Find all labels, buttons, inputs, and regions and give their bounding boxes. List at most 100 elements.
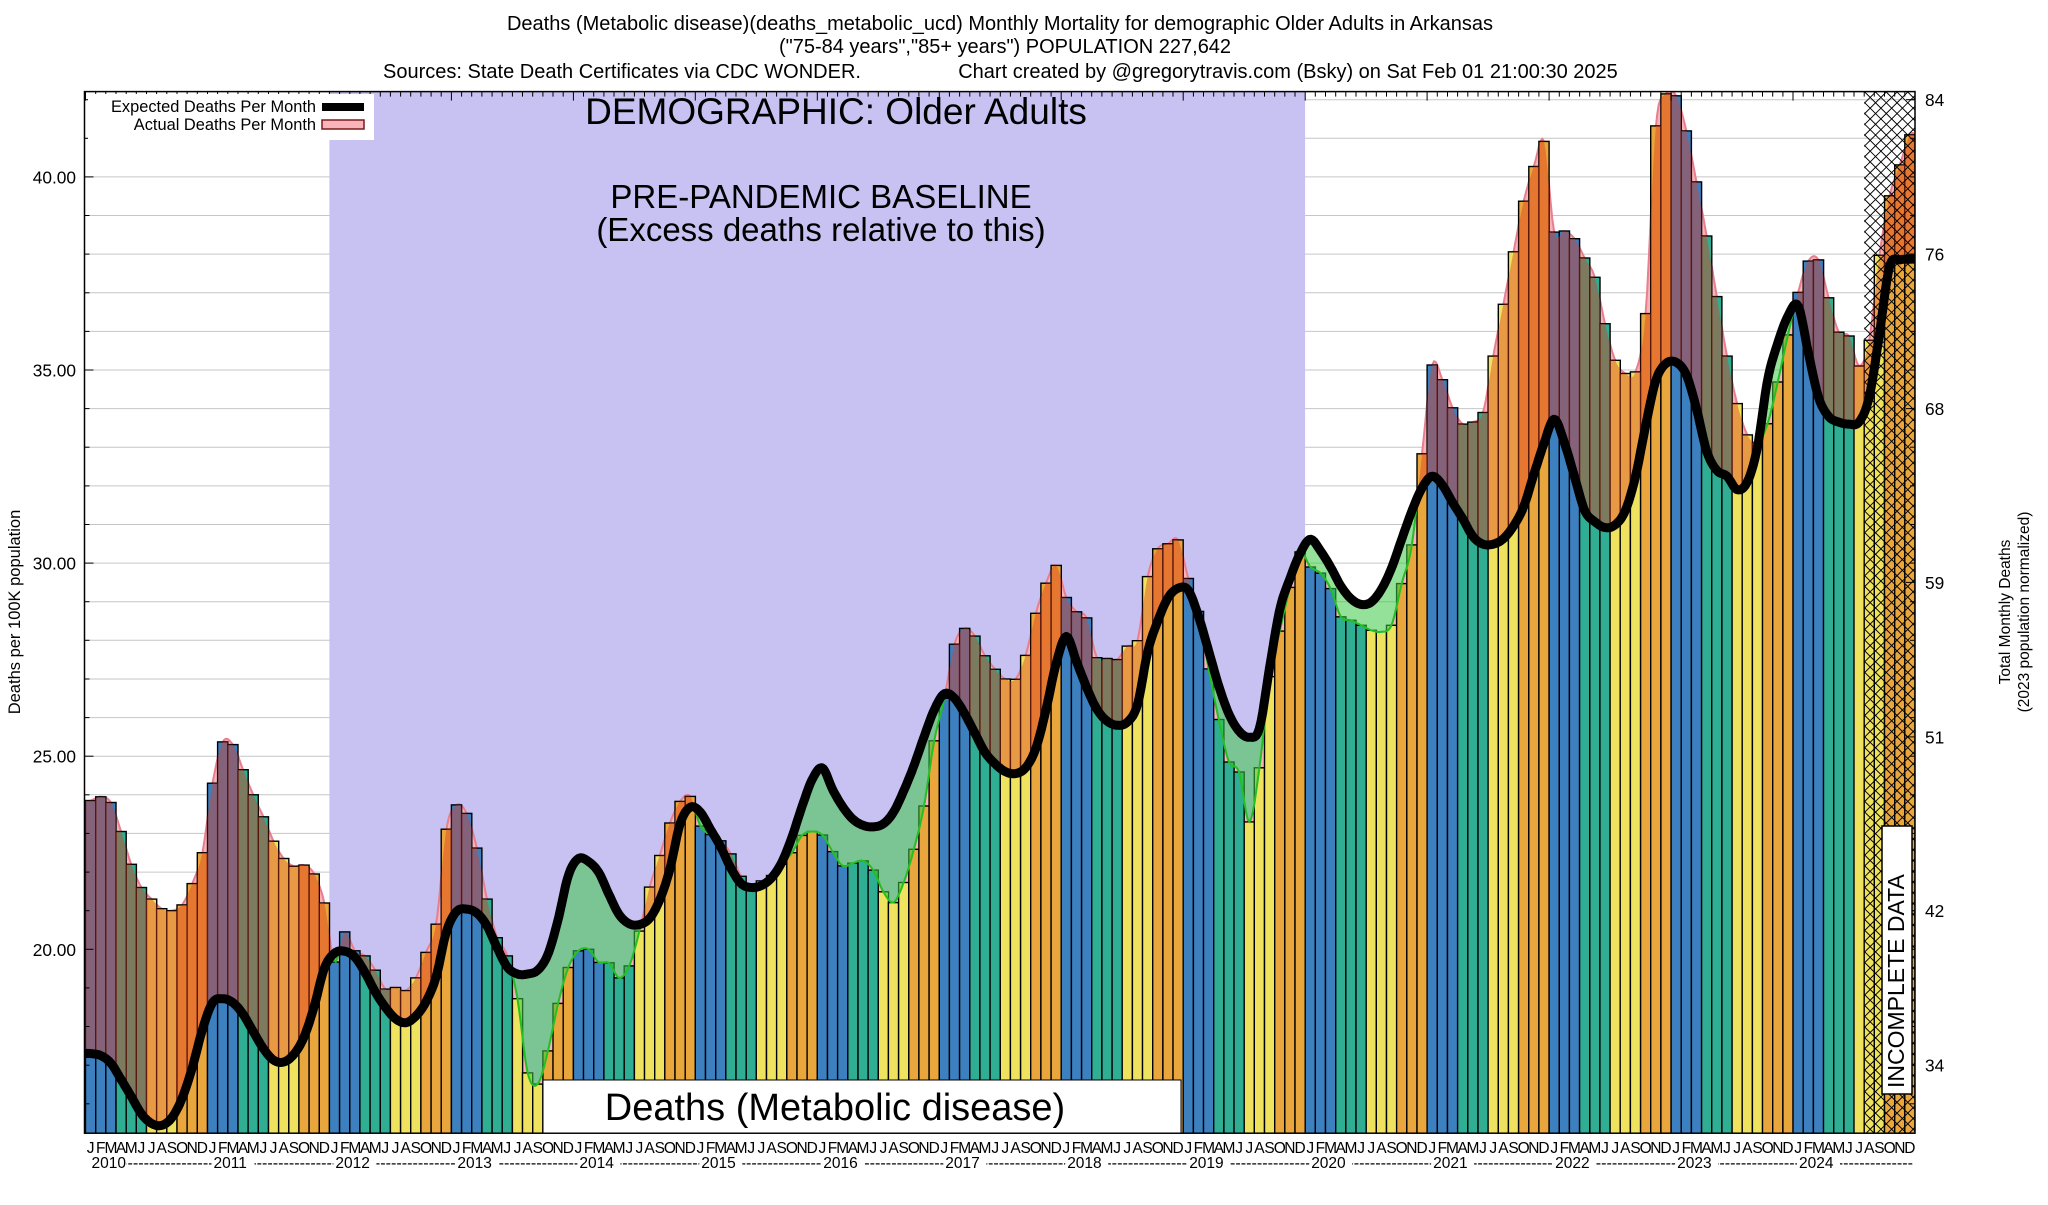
svg-text:F: F [1682, 1140, 1691, 1157]
svg-text:J: J [575, 1140, 583, 1157]
svg-text:2011: 2011 [214, 1155, 247, 1172]
svg-text:J: J [1184, 1140, 1192, 1157]
svg-text:M: M [1222, 1140, 1235, 1157]
svg-text:A: A [1254, 1140, 1265, 1157]
svg-text:A: A [238, 1140, 249, 1157]
svg-text:34: 34 [1925, 1056, 1945, 1076]
svg-text:J: J [1123, 1140, 1131, 1157]
svg-text:76: 76 [1925, 245, 1944, 265]
svg-text:("75-84 years","85+ years") PO: ("75-84 years","85+ years") POPULATION 2… [779, 36, 1231, 58]
svg-text:M: M [1710, 1140, 1723, 1157]
svg-text:A: A [279, 1140, 290, 1157]
svg-text:S: S [899, 1140, 909, 1157]
svg-text:D: D [1782, 1140, 1793, 1157]
svg-text:S: S [1752, 1140, 1762, 1157]
svg-text:2021: 2021 [1433, 1155, 1467, 1172]
svg-text:N: N [796, 1140, 807, 1157]
svg-text:Actual Deaths Per Month: Actual Deaths Per Month [134, 116, 316, 134]
svg-text:O: O [176, 1140, 188, 1157]
svg-text:J: J [636, 1140, 644, 1157]
svg-text:N: N [1040, 1140, 1051, 1157]
svg-text:M: M [1466, 1140, 1479, 1157]
svg-text:F: F [96, 1140, 105, 1157]
svg-text:M: M [1446, 1140, 1459, 1157]
svg-text:O: O [786, 1140, 798, 1157]
svg-text:J: J [1601, 1140, 1609, 1157]
svg-text:A: A [644, 1140, 655, 1157]
svg-text:M: M [714, 1140, 727, 1157]
svg-text:D: D [1660, 1140, 1671, 1157]
svg-text:(2023 population normalized): (2023 population normalized) [2016, 512, 2033, 713]
svg-text:O: O [1884, 1140, 1896, 1157]
svg-text:J: J [209, 1140, 217, 1157]
svg-text:J: J [1550, 1140, 1558, 1157]
svg-text:Sources: State Death Certifica: Sources: State Death Certificates via CD… [383, 61, 861, 83]
svg-text:J: J [1062, 1140, 1070, 1157]
svg-text:Expected Deaths Per Month: Expected Deaths Per Month [111, 98, 316, 116]
svg-text:S: S [1386, 1140, 1396, 1157]
svg-text:O: O [420, 1140, 432, 1157]
svg-text:A: A [482, 1140, 493, 1157]
svg-text:J: J [1245, 1140, 1253, 1157]
svg-text:J: J [1672, 1140, 1680, 1157]
svg-text:D: D [197, 1140, 208, 1157]
svg-text:A: A [157, 1140, 168, 1157]
svg-text:N: N [918, 1140, 929, 1157]
svg-text:J: J [880, 1140, 888, 1157]
svg-text:J: J [1235, 1140, 1243, 1157]
svg-text:51: 51 [1925, 727, 1944, 747]
svg-text:O: O [542, 1140, 554, 1157]
svg-text:F: F [218, 1140, 227, 1157]
svg-text:J: J [758, 1140, 766, 1157]
svg-text:O: O [664, 1140, 676, 1157]
svg-text:F: F [828, 1140, 837, 1157]
svg-text:M: M [836, 1140, 849, 1157]
svg-text:Deaths (Metabolic disease)(dea: Deaths (Metabolic disease)(deaths_metabo… [507, 13, 1493, 35]
svg-text:42: 42 [1925, 901, 1944, 921]
svg-text:2016: 2016 [823, 1155, 857, 1172]
svg-text:A: A [1458, 1140, 1469, 1157]
svg-text:A: A [1132, 1140, 1143, 1157]
svg-text:S: S [1630, 1140, 1640, 1157]
svg-text:A: A [1823, 1140, 1834, 1157]
svg-text:A: A [604, 1140, 615, 1157]
svg-text:O: O [298, 1140, 310, 1157]
svg-text:O: O [1640, 1140, 1652, 1157]
svg-text:S: S [1021, 1140, 1031, 1157]
svg-text:M: M [1812, 1140, 1825, 1157]
svg-text:2022: 2022 [1555, 1155, 1589, 1172]
svg-text:S: S [1874, 1140, 1884, 1157]
svg-text:S: S [1264, 1140, 1274, 1157]
svg-text:J: J [625, 1140, 633, 1157]
svg-text:N: N [309, 1140, 320, 1157]
svg-text:M: M [1324, 1140, 1337, 1157]
svg-text:2024: 2024 [1799, 1155, 1834, 1172]
svg-text:F: F [584, 1140, 593, 1157]
svg-text:D: D [1904, 1140, 1915, 1157]
svg-text:J: J [392, 1140, 400, 1157]
svg-text:F: F [1072, 1140, 1081, 1157]
svg-text:N: N [1406, 1140, 1417, 1157]
svg-text:2019: 2019 [1189, 1155, 1223, 1172]
svg-text:M: M [857, 1140, 870, 1157]
svg-text:M: M [491, 1140, 504, 1157]
svg-text:S: S [289, 1140, 299, 1157]
svg-text:D: D [563, 1140, 574, 1157]
svg-text:M: M [1832, 1140, 1845, 1157]
svg-text:INCOMPLETE DATA: INCOMPLETE DATA [1883, 874, 1909, 1088]
svg-text:Chart created by @gregorytravi: Chart created by @gregorytravis.com (Bsk… [958, 61, 1618, 83]
svg-text:J: J [260, 1140, 268, 1157]
svg-text:F: F [1194, 1140, 1203, 1157]
svg-text:J: J [1489, 1140, 1497, 1157]
svg-text:S: S [777, 1140, 787, 1157]
svg-text:S: S [167, 1140, 177, 1157]
svg-text:A: A [1214, 1140, 1225, 1157]
svg-text:A: A [522, 1140, 533, 1157]
svg-text:D: D [807, 1140, 818, 1157]
svg-text:F: F [1438, 1140, 1447, 1157]
svg-text:J: J [1428, 1140, 1436, 1157]
svg-text:J: J [1611, 1140, 1619, 1157]
svg-text:M: M [1080, 1140, 1093, 1157]
svg-text:J: J [270, 1140, 278, 1157]
svg-text:M: M [1101, 1140, 1114, 1157]
